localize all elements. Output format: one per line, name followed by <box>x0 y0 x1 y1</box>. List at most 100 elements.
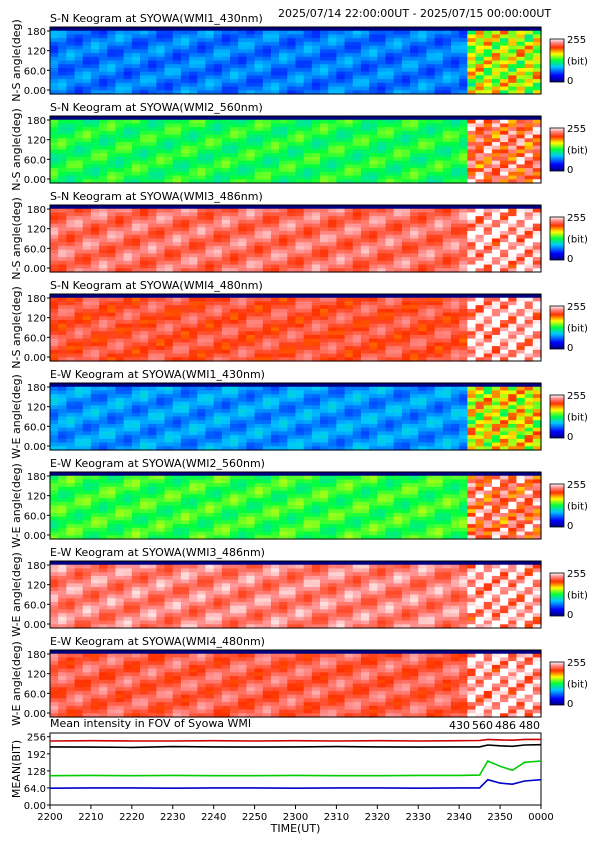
keogram-cell <box>66 297 76 303</box>
keogram-cell <box>123 134 133 139</box>
keogram-cell <box>148 234 157 240</box>
keogram-cell <box>123 423 133 429</box>
keogram-cell <box>467 257 477 262</box>
keogram-cell <box>393 175 403 180</box>
keogram-cell <box>58 82 67 88</box>
keogram-cell <box>377 308 387 314</box>
keogram-cell <box>320 334 329 340</box>
keogram-cell <box>377 138 387 143</box>
keogram-cell <box>123 342 133 347</box>
keogram-cell <box>115 416 125 421</box>
keogram-cell <box>115 156 125 162</box>
keogram-cell <box>205 82 215 88</box>
keogram-cell <box>442 45 452 50</box>
keogram-cell <box>303 231 313 236</box>
keogram-cell <box>385 227 395 232</box>
keogram-cell <box>295 431 305 436</box>
keogram-cell <box>516 30 526 36</box>
keogram-cell <box>74 405 84 410</box>
keogram-cell <box>516 38 526 43</box>
keogram-cell <box>385 171 395 177</box>
keogram-cell <box>410 171 419 177</box>
keogram-cell <box>123 205 133 210</box>
keogram-cell <box>500 308 509 314</box>
keogram-cell <box>279 438 288 444</box>
keogram-cell <box>352 82 362 88</box>
keogram-cell <box>483 305 493 310</box>
keogram-cell <box>426 253 436 258</box>
keogram-cell <box>336 249 346 254</box>
keogram-cell <box>238 90 247 95</box>
keogram-cell <box>82 234 92 240</box>
keogram-cell <box>213 71 223 76</box>
keogram-cell <box>74 27 84 32</box>
keogram-cell <box>418 27 428 32</box>
keogram-cell <box>99 301 108 306</box>
keogram-cell <box>123 227 133 232</box>
keogram-cell <box>213 56 223 62</box>
keogram-cell <box>491 53 501 58</box>
keogram-cell <box>172 435 182 440</box>
keogram-cell <box>491 56 501 62</box>
keogram-cell <box>172 442 182 447</box>
keogram-cell <box>360 179 370 184</box>
keogram-cell <box>344 264 354 269</box>
keogram-cell <box>336 64 346 69</box>
keogram-cell <box>483 316 493 321</box>
keogram-cell <box>410 90 419 95</box>
keogram-cell <box>238 216 247 221</box>
keogram-cell <box>442 268 452 273</box>
keogram-cell <box>344 231 354 236</box>
keogram-cell <box>197 423 207 429</box>
keogram-cell <box>410 138 419 143</box>
keogram-cell <box>156 145 166 151</box>
keogram-cell <box>148 71 157 76</box>
keogram-cell <box>344 297 354 303</box>
keogram-cell <box>311 86 321 91</box>
keogram-cell <box>336 238 346 243</box>
keogram-cell <box>320 53 329 58</box>
keogram-cell <box>377 353 387 358</box>
keogram-cell <box>140 253 149 258</box>
keogram-cell <box>115 257 125 262</box>
keogram-cell <box>164 86 174 91</box>
keogram-cell <box>148 60 157 65</box>
keogram-cell <box>508 156 518 162</box>
keogram-cell <box>303 234 313 240</box>
keogram-cell <box>213 268 223 273</box>
keogram-cell <box>246 245 256 251</box>
keogram-cell <box>107 346 117 351</box>
keogram-cell <box>279 312 288 317</box>
colorbar <box>549 127 565 172</box>
keogram-cell <box>393 67 403 73</box>
keogram-cell <box>344 205 354 210</box>
keogram-cell <box>516 219 526 225</box>
keogram-cell <box>459 294 468 299</box>
keogram-cell <box>58 334 67 340</box>
keogram-cell <box>205 138 215 143</box>
keogram-cell <box>74 156 84 162</box>
keogram-cell <box>99 412 108 418</box>
keogram-cell <box>320 49 329 54</box>
keogram-cell <box>148 123 157 128</box>
keogram-cell <box>320 305 329 310</box>
keogram-cell <box>131 409 141 414</box>
keogram-cell <box>221 257 231 262</box>
keogram-cell <box>140 234 149 240</box>
keogram-cell <box>172 175 182 180</box>
keogram-cell <box>467 168 477 173</box>
keogram-cell <box>246 49 256 54</box>
keogram-cell <box>221 53 231 58</box>
keogram-cell <box>140 27 149 32</box>
keogram-cell <box>442 238 452 243</box>
keogram-cell <box>344 142 354 147</box>
keogram-cell <box>230 264 239 269</box>
keogram-cell <box>352 305 362 310</box>
keogram-cell <box>434 79 444 84</box>
keogram-cell <box>172 134 182 139</box>
keogram-cell <box>164 297 174 303</box>
keogram-cell <box>50 242 59 247</box>
keogram-cell <box>221 308 231 314</box>
keogram-cell <box>74 316 84 321</box>
keogram-cell <box>500 27 509 32</box>
